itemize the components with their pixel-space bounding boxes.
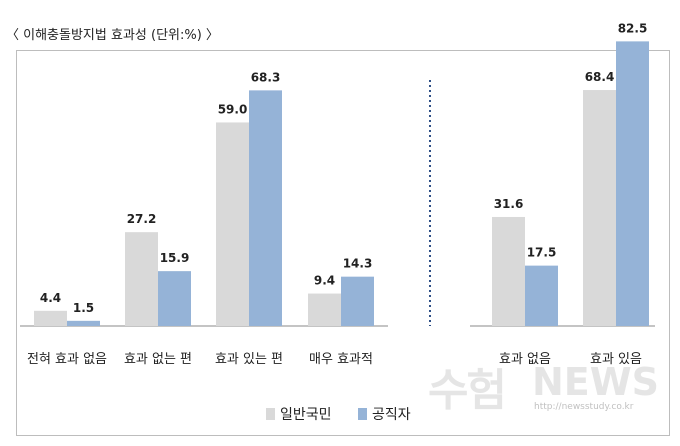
legend-label: 일반국민 xyxy=(280,407,332,423)
watermark-url: http://newsstudy.co.kr xyxy=(534,402,634,412)
bar-general xyxy=(583,90,616,327)
data-label: 68.4 xyxy=(585,70,615,84)
x-tick-label: 효과 없음 xyxy=(499,352,551,367)
data-label: 59.0 xyxy=(218,102,248,116)
bar-official xyxy=(249,90,282,327)
chart-title: 〈 이해충돌방지법 효과성 (단위:%) 〉 xyxy=(6,28,219,43)
data-label: 14.3 xyxy=(343,257,373,271)
x-tick-label: 전혀 효과 없음 xyxy=(27,352,107,367)
data-label: 15.9 xyxy=(160,251,190,265)
data-label: 9.4 xyxy=(314,274,335,288)
data-label: 1.5 xyxy=(73,301,94,315)
x-tick-label: 효과 있음 xyxy=(590,352,642,367)
watermark-brand-en: NEWS xyxy=(532,360,660,404)
bar-general xyxy=(125,232,158,326)
bar-general xyxy=(308,293,341,326)
chart-panel xyxy=(16,50,670,436)
bar-general xyxy=(216,122,249,326)
data-label: 27.2 xyxy=(127,212,157,226)
legend-swatch xyxy=(358,408,367,420)
bar-general xyxy=(492,216,525,326)
watermark: 수험 NEWS http://newsstudy.co.kr xyxy=(428,354,664,416)
x-tick-label: 매우 효과적 xyxy=(309,352,373,367)
legend-swatch xyxy=(266,408,275,420)
watermark-brand-ko: 수험 xyxy=(428,365,507,416)
bar-official xyxy=(616,41,649,326)
data-label: 31.6 xyxy=(494,197,524,211)
x-tick-label: 효과 없는 편 xyxy=(124,352,192,367)
bar-official xyxy=(158,271,191,326)
data-label: 17.5 xyxy=(527,246,557,260)
x-tick-label: 효과 있는 편 xyxy=(215,352,283,367)
bar-official xyxy=(341,276,374,326)
legend-label: 공직자 xyxy=(372,407,411,423)
bar-official xyxy=(525,265,558,326)
data-label: 68.3 xyxy=(251,70,281,84)
bar-general xyxy=(34,310,67,326)
bar-official xyxy=(67,320,100,326)
data-label: 4.4 xyxy=(40,291,61,305)
data-label: 82.5 xyxy=(618,21,648,35)
